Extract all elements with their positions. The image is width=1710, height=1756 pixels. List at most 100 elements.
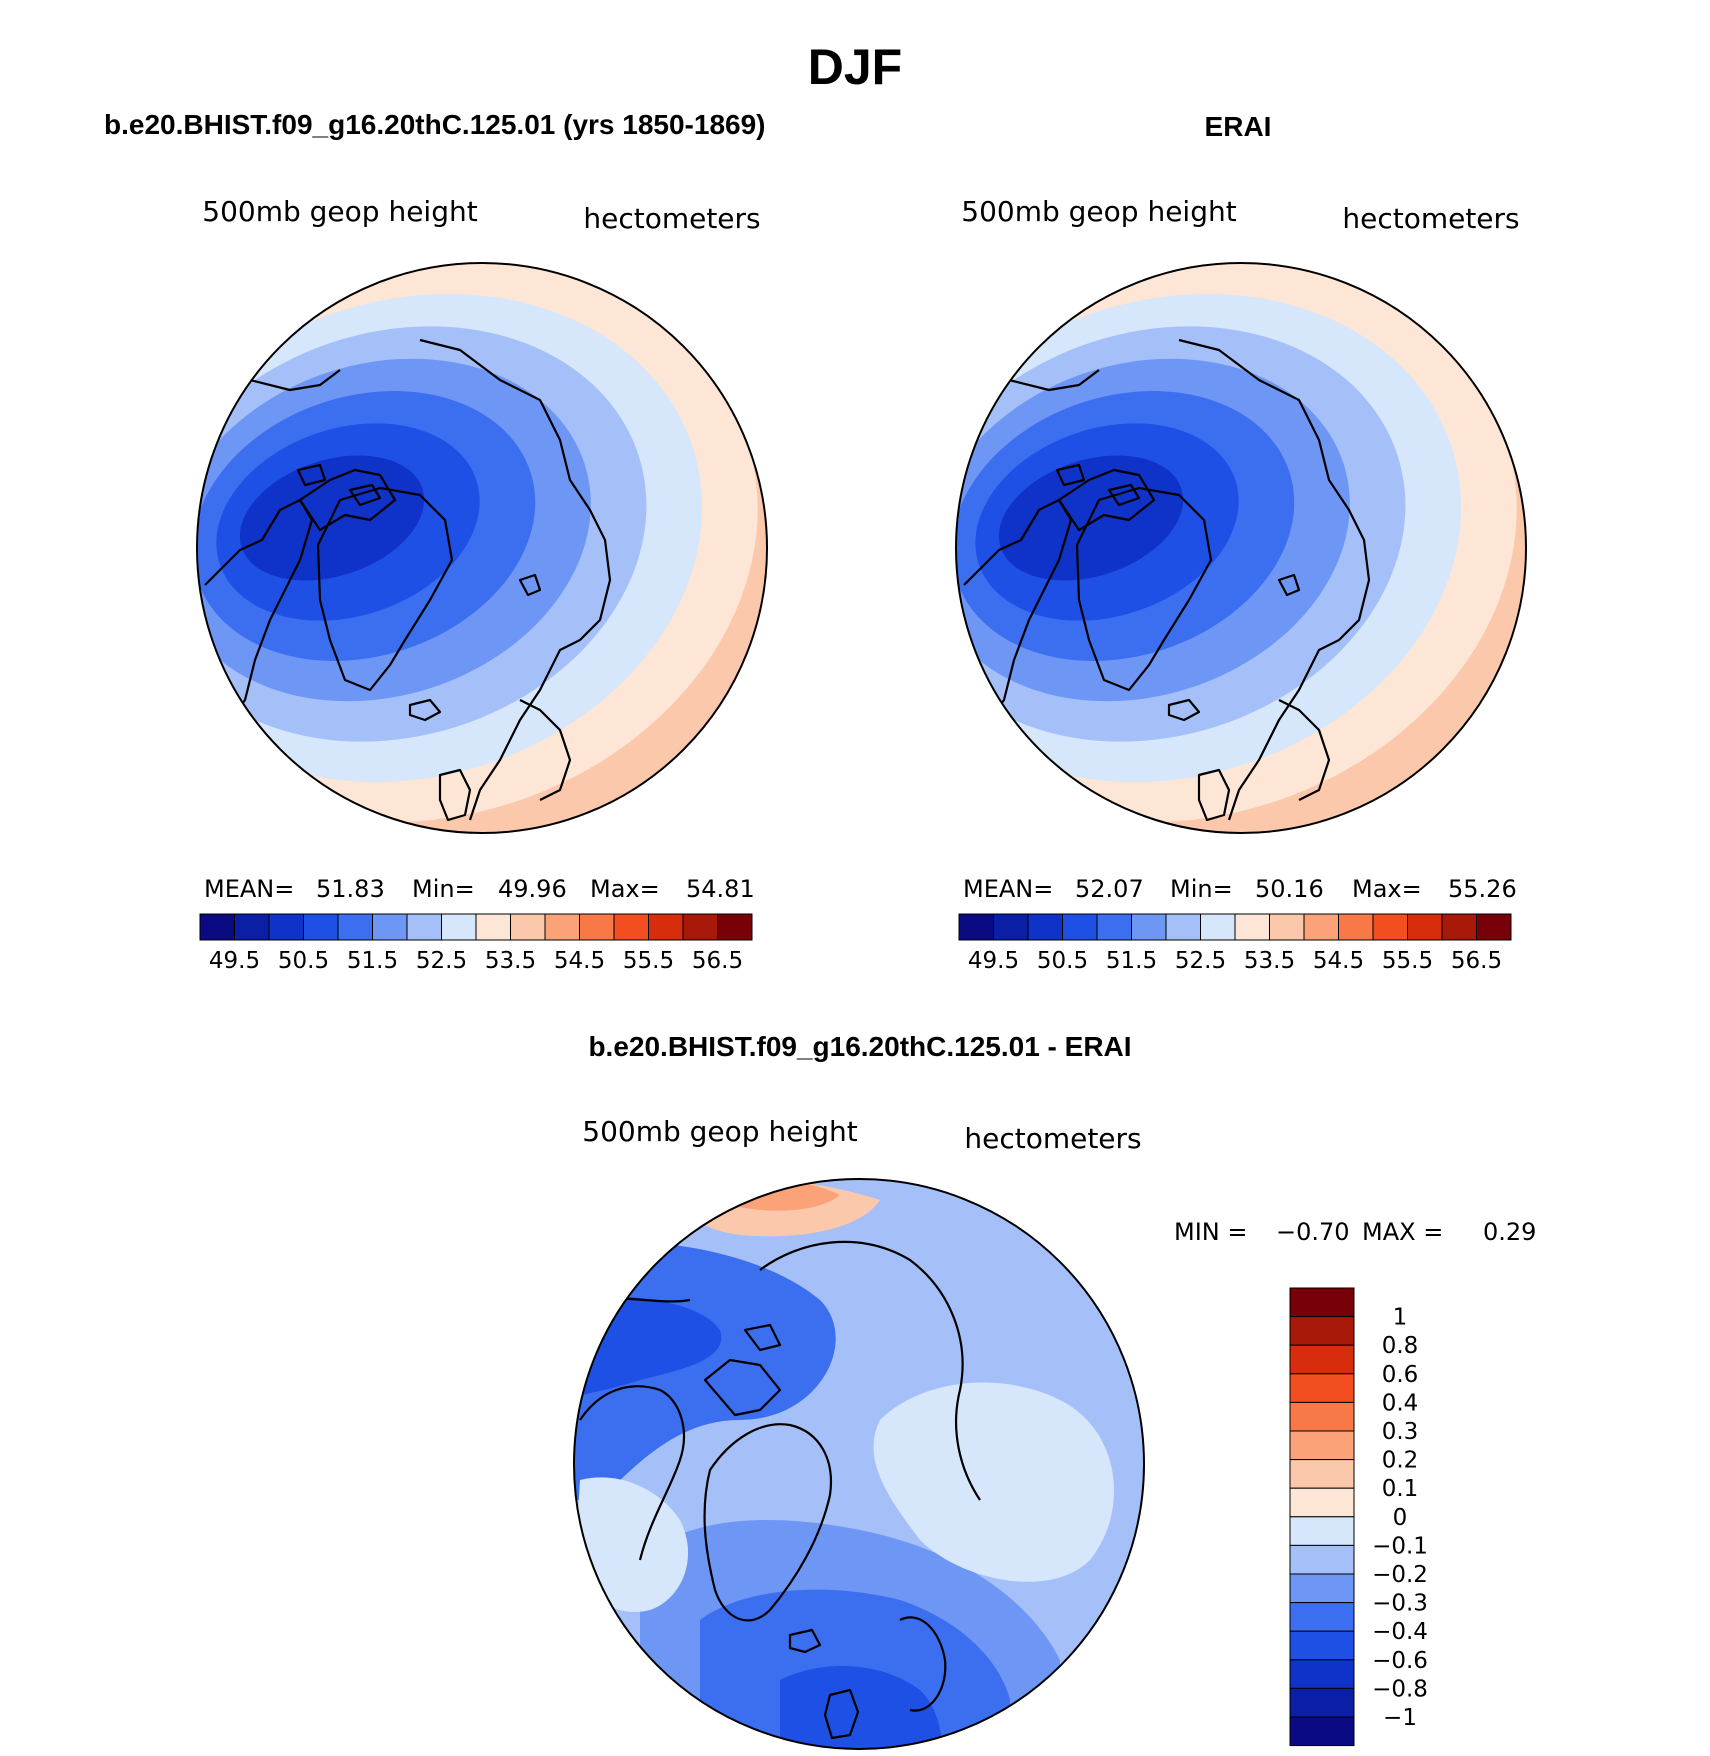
panel-model-max-value: 54.81 — [686, 875, 755, 903]
colorbar-swatch — [1062, 913, 1098, 941]
panel-diff-units-label: hectometers — [964, 1122, 1141, 1155]
panel-obs-colorbar: 49.5 50.5 51.5 52.5 53.5 54.5 55.5 56.5 — [958, 913, 1512, 974]
panel-obs-units-label: hectometers — [1342, 202, 1519, 235]
colorbar-tick-label: 49.5 — [209, 948, 260, 974]
colorbar-swatch — [1200, 913, 1236, 941]
colorbar-swatch — [1289, 1316, 1355, 1346]
colorbar-tick-label: −0.2 — [1372, 1562, 1428, 1588]
panel-model-map — [197, 263, 767, 833]
colorbar-swatch — [1407, 913, 1443, 941]
coastline-eurasia — [759, 1240, 981, 1501]
colorbar-swatch — [510, 913, 546, 941]
colorbar-tick-label: −0.3 — [1372, 1591, 1428, 1617]
coastline-iceland — [408, 698, 442, 722]
colorbar-swatch — [372, 913, 408, 941]
coastline-iceland — [788, 1628, 822, 1654]
panel-obs-min-value: 50.16 — [1255, 875, 1324, 903]
colorbar-swatch — [1289, 1659, 1355, 1689]
panel-diff-max-label: MAX = — [1362, 1218, 1443, 1246]
colorbar-tick-label: 55.5 — [623, 948, 674, 974]
panel-model-mean-label: MEAN= — [204, 875, 294, 903]
colorbar-tick-label: 0.3 — [1382, 1419, 1419, 1445]
colorbar-swatch — [441, 913, 477, 941]
coastline-alaska — [1008, 369, 1100, 392]
colorbar-tick-label: 54.5 — [1313, 948, 1364, 974]
panel-diff-variable-label: 500mb geop height — [582, 1115, 857, 1148]
panel-diff-title: b.e20.BHIST.f09_g16.20thC.125.01 - ERAI — [588, 1031, 1131, 1062]
colorbar-tick-label: 52.5 — [1175, 948, 1226, 974]
contour-bands — [197, 263, 767, 833]
colorbar-tick-label: −0.6 — [1372, 1648, 1428, 1674]
colorbar-swatch — [1303, 913, 1339, 941]
coastline-arctic-islands — [296, 463, 397, 532]
coastline-scandinavia — [899, 1616, 947, 1712]
colorbar-tick-label: 49.5 — [968, 948, 1019, 974]
colorbar-swatch — [1289, 1373, 1355, 1403]
coastline-eurasia — [1178, 338, 1371, 821]
coastlines — [963, 338, 1371, 822]
panel-obs-mean-value: 52.07 — [1075, 875, 1144, 903]
panel-diff-colorbar: 10.8 0.60.4 0.3 0.20.1 0−0.1 −0.2 −0.3−0.4 −0.6… — [1289, 1287, 1428, 1747]
map-border — [573, 1178, 1145, 1750]
panel-diff: b.e20.BHIST.f09_g16.20thC.125.01 - ERAI … — [573, 1031, 1536, 1750]
map-border — [196, 262, 768, 834]
colorbar-swatch — [1289, 1487, 1355, 1518]
colorbar-tick-label: −1 — [1383, 1705, 1417, 1731]
colorbar-tick-label: 0.1 — [1382, 1476, 1419, 1502]
colorbar-swatch — [1289, 1459, 1355, 1489]
colorbar-swatch — [958, 913, 994, 941]
colorbar-swatch — [337, 913, 373, 941]
colorbar-swatch — [613, 913, 649, 941]
colorbar-tick-label: 53.5 — [1244, 948, 1295, 974]
coastline-scandinavia — [1278, 699, 1331, 801]
colorbar-swatch — [1289, 1401, 1355, 1432]
colorbar-tick-label: 50.5 — [278, 948, 329, 974]
colorbar-swatch — [268, 913, 304, 941]
panel-model-max-label: Max= — [590, 875, 660, 903]
panel-model-units-label: hectometers — [583, 202, 760, 235]
coastline-greenland — [703, 1423, 833, 1622]
colorbar-tick-label: 0.8 — [1382, 1333, 1419, 1359]
panel-obs-max-label: Max= — [1352, 875, 1422, 903]
colorbar-swatch — [682, 913, 718, 941]
colorbar-swatch — [1131, 913, 1167, 941]
colorbar-swatch — [475, 913, 511, 941]
colorbar-tick-label: 51.5 — [1106, 948, 1157, 974]
colorbar-swatch — [1289, 1516, 1355, 1546]
coastlines — [204, 338, 612, 822]
coastline-svalbard — [518, 573, 542, 597]
panel-model: b.e20.BHIST.f09_g16.20thC.125.01 (yrs 18… — [104, 109, 768, 974]
coastline-north-america — [579, 1385, 685, 1561]
map-border — [955, 262, 1527, 834]
colorbar-tick-label: −0.1 — [1372, 1533, 1428, 1559]
panel-model-title: b.e20.BHIST.f09_g16.20thC.125.01 (yrs 18… — [104, 109, 766, 140]
colorbar-swatch — [1289, 1344, 1355, 1375]
colorbar-swatch — [648, 913, 684, 941]
colorbar-swatch — [1027, 913, 1063, 941]
diff-band-near-zero-east — [873, 1382, 1114, 1582]
colorbar-tick-label: 51.5 — [347, 948, 398, 974]
coastline-svalbard — [1277, 573, 1301, 597]
colorbar-tick-label: 0.4 — [1382, 1390, 1419, 1416]
coastline-british-isles — [438, 768, 472, 822]
colorbar-swatch — [1289, 1430, 1355, 1461]
colorbar-swatch — [1096, 913, 1132, 941]
coastline-greenland — [1075, 486, 1213, 692]
panel-diff-min-label: MIN = — [1174, 1218, 1247, 1246]
panel-model-min-label: Min= — [412, 875, 475, 903]
colorbar-tick-label: 56.5 — [1451, 948, 1502, 974]
colorbar-tick-label: −0.8 — [1372, 1676, 1428, 1702]
coastline-north-america — [963, 498, 1073, 721]
colorbar-swatch — [1234, 913, 1270, 941]
coastline-alaska — [249, 369, 341, 392]
diff-band-near-zero-west — [575, 1477, 689, 1612]
colorbar-swatch — [1476, 913, 1512, 941]
colorbar-swatch — [579, 913, 615, 941]
panel-obs-map — [956, 263, 1526, 833]
coastline-north-america — [204, 498, 314, 721]
colorbar-tick-label: 55.5 — [1382, 948, 1433, 974]
colorbar-swatch — [199, 913, 235, 941]
panel-diff-min-value: −0.70 — [1276, 1218, 1350, 1246]
coastline-arctic-islands — [1055, 463, 1156, 532]
colorbar-swatch — [1289, 1716, 1355, 1747]
